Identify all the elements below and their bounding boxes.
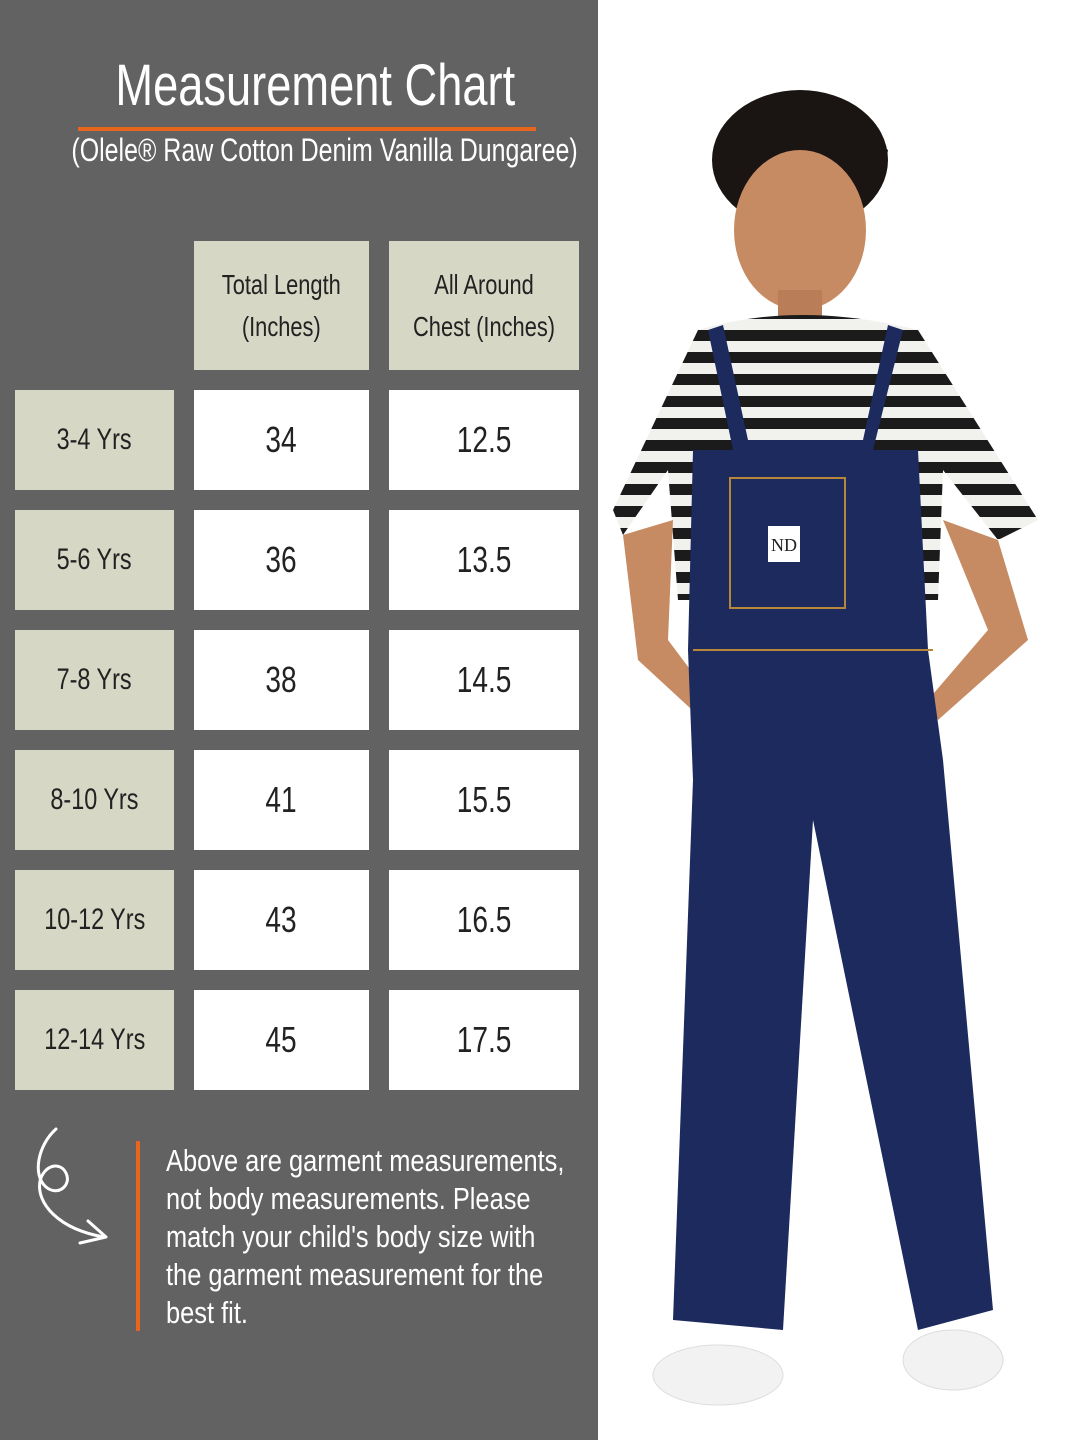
size-label-text: 3-4 Yrs xyxy=(56,423,133,456)
length-value: 34 xyxy=(194,390,369,490)
header-line: All Around xyxy=(434,268,534,300)
chest-value: 15.5 xyxy=(389,750,579,850)
product-photo: ND xyxy=(613,90,1038,1406)
size-label-text: 5-6 Yrs xyxy=(56,543,133,576)
curly-arrow-icon xyxy=(36,1127,108,1245)
length-value: 43 xyxy=(194,870,369,970)
fit-note: Above are garment measurements, not body… xyxy=(166,1142,596,1332)
length-value-text: 41 xyxy=(265,779,298,820)
page-title: Measurement Chart xyxy=(0,52,630,119)
chest-value-text: 12.5 xyxy=(456,419,512,460)
size-label: 5-6 Yrs xyxy=(15,510,174,610)
product-subtitle: (Olele® Raw Cotton Denim Vanilla Dungare… xyxy=(0,132,630,169)
size-label-text: 7-8 Yrs xyxy=(56,663,133,696)
length-value-text: 43 xyxy=(265,899,298,940)
shoe-left xyxy=(652,1344,784,1406)
chest-value-text: 17.5 xyxy=(456,1019,512,1060)
subtitle-text: (Olele® Raw Cotton Denim Vanilla Dungare… xyxy=(71,132,578,168)
header-line: Chest (Inches) xyxy=(412,310,556,342)
length-value-text: 45 xyxy=(265,1019,298,1060)
column-header-length: Total Length (Inches) xyxy=(194,241,369,370)
denim-dungaree xyxy=(673,450,993,1330)
note-accent-bar xyxy=(136,1141,140,1331)
header-line: (Inches) xyxy=(242,310,321,342)
chest-value: 14.5 xyxy=(389,630,579,730)
title-text: Measurement Chart xyxy=(115,53,515,118)
title-underline xyxy=(78,127,536,131)
brand-logo: ND xyxy=(771,535,797,555)
measurement-panel: Measurement Chart (Olele® Raw Cotton Den… xyxy=(0,0,598,1440)
length-value-text: 36 xyxy=(265,539,298,580)
size-label: 12-14 Yrs xyxy=(15,990,174,1090)
pocket-label xyxy=(768,526,800,562)
length-value-text: 34 xyxy=(265,419,298,460)
chest-value-text: 13.5 xyxy=(456,539,512,580)
size-label: 10-12 Yrs xyxy=(15,870,174,970)
chest-value-text: 15.5 xyxy=(456,779,512,820)
size-label: 8-10 Yrs xyxy=(15,750,174,850)
length-value: 38 xyxy=(194,630,369,730)
chest-value-text: 14.5 xyxy=(456,659,512,700)
header-line: Total Length xyxy=(221,268,341,300)
length-value-text: 38 xyxy=(265,659,298,700)
note-line: not body measurements. Please xyxy=(166,1181,531,1216)
chest-value: 12.5 xyxy=(389,390,579,490)
note-line: the garment measurement for the xyxy=(166,1257,544,1292)
size-label-text: 10-12 Yrs xyxy=(43,903,146,936)
chest-value: 16.5 xyxy=(389,870,579,970)
note-line: Above are garment measurements, xyxy=(166,1143,565,1178)
face xyxy=(734,150,866,310)
note-line: match your child's body size with xyxy=(166,1219,536,1254)
size-label: 7-8 Yrs xyxy=(15,630,174,730)
size-label: 3-4 Yrs xyxy=(15,390,174,490)
length-value: 45 xyxy=(194,990,369,1090)
chest-value: 13.5 xyxy=(389,510,579,610)
column-header-chest: All Around Chest (Inches) xyxy=(389,241,579,370)
length-value: 36 xyxy=(194,510,369,610)
shoe-right xyxy=(902,1329,1004,1391)
length-value: 41 xyxy=(194,750,369,850)
chest-value-text: 16.5 xyxy=(456,899,512,940)
size-label-text: 8-10 Yrs xyxy=(50,783,139,816)
chest-value: 17.5 xyxy=(389,990,579,1090)
note-line: best fit. xyxy=(166,1295,248,1330)
size-label-text: 12-14 Yrs xyxy=(43,1023,146,1056)
